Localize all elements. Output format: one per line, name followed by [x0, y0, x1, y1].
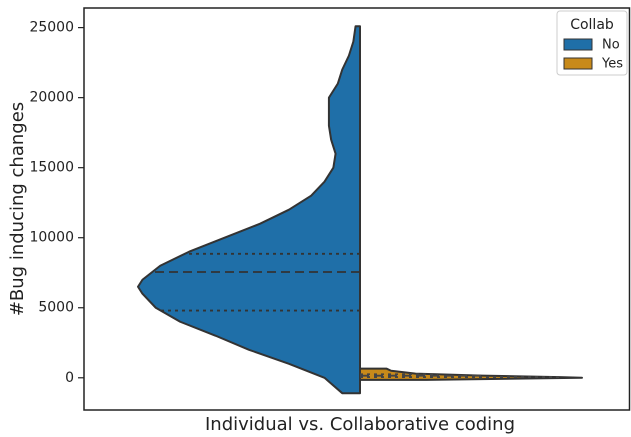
y-tick-label: 25000: [29, 20, 74, 36]
legend-swatch: [563, 57, 593, 70]
y-tick-label: 15000: [29, 160, 74, 176]
legend-label: Yes: [601, 57, 623, 72]
y-tick-label: 10000: [29, 230, 74, 246]
legend: Collab No Yes: [556, 10, 628, 76]
legend-swatch: [563, 38, 593, 51]
y-tick-label: 5000: [38, 300, 74, 316]
y-tick-label: 20000: [29, 90, 74, 106]
y-tick-label: 0: [65, 370, 74, 386]
violin-half: [137, 25, 361, 395]
legend-label: No: [602, 38, 620, 53]
legend-title: Collab: [570, 17, 614, 33]
x-axis-label: Individual vs. Collaborative coding: [205, 414, 515, 435]
plot-frame: [83, 7, 631, 411]
violin-half: [359, 367, 583, 381]
y-axis-label: #Bug inducing changes: [7, 102, 28, 316]
